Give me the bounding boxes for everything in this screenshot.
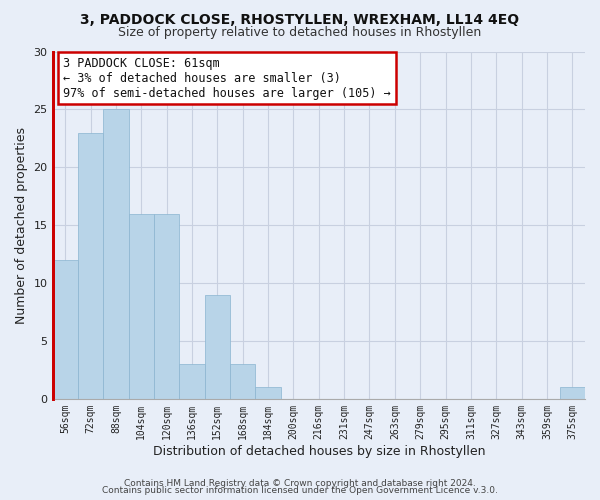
- Text: Contains public sector information licensed under the Open Government Licence v.: Contains public sector information licen…: [102, 486, 498, 495]
- X-axis label: Distribution of detached houses by size in Rhostyllen: Distribution of detached houses by size …: [152, 444, 485, 458]
- Bar: [128, 214, 154, 399]
- Bar: [78, 132, 103, 399]
- Text: 3, PADDOCK CLOSE, RHOSTYLLEN, WREXHAM, LL14 4EQ: 3, PADDOCK CLOSE, RHOSTYLLEN, WREXHAM, L…: [80, 12, 520, 26]
- Y-axis label: Number of detached properties: Number of detached properties: [15, 126, 28, 324]
- Text: 3 PADDOCK CLOSE: 61sqm
← 3% of detached houses are smaller (3)
97% of semi-detac: 3 PADDOCK CLOSE: 61sqm ← 3% of detached …: [63, 56, 391, 100]
- Text: Contains HM Land Registry data © Crown copyright and database right 2024.: Contains HM Land Registry data © Crown c…: [124, 478, 476, 488]
- Bar: [53, 260, 78, 399]
- Text: Size of property relative to detached houses in Rhostyllen: Size of property relative to detached ho…: [118, 26, 482, 39]
- Bar: [230, 364, 256, 399]
- Bar: [179, 364, 205, 399]
- Bar: [154, 214, 179, 399]
- Bar: [256, 388, 281, 399]
- Bar: [560, 388, 585, 399]
- Bar: [103, 110, 128, 399]
- Bar: [205, 294, 230, 399]
